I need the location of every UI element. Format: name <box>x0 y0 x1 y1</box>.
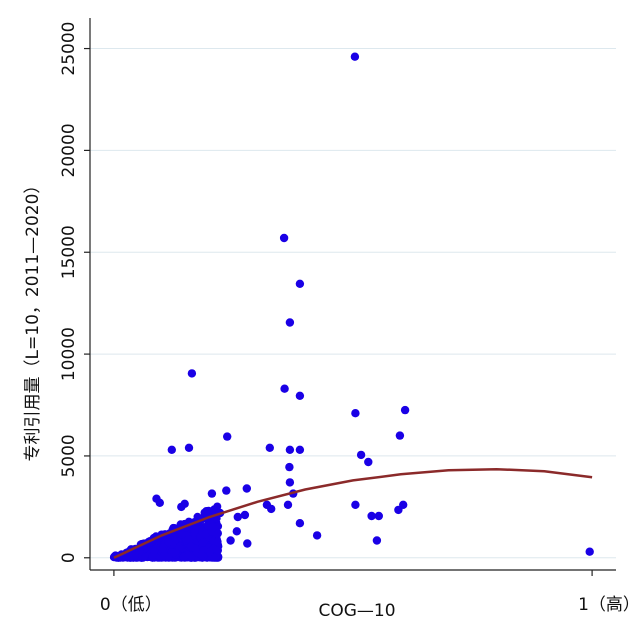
data-point <box>351 409 360 418</box>
data-point <box>295 279 305 288</box>
data-point <box>130 551 139 560</box>
data-point <box>240 510 250 520</box>
data-point <box>585 547 594 556</box>
data-point <box>400 405 410 415</box>
data-point <box>243 539 252 548</box>
data-point <box>184 443 194 452</box>
grid-lines <box>90 48 616 559</box>
y-tick-label: 20000 <box>59 123 79 177</box>
data-point <box>351 500 360 509</box>
data-point <box>209 553 218 562</box>
data-points <box>152 52 594 556</box>
x-tick-label: 1（高） <box>578 595 640 615</box>
data-point <box>285 478 295 487</box>
y-tick-label: 0 <box>59 552 79 563</box>
data-point <box>242 484 251 493</box>
data-point <box>160 551 169 560</box>
data-point <box>208 523 218 532</box>
y-tick-label: 15000 <box>59 225 79 279</box>
data-point <box>177 530 186 539</box>
data-point <box>180 499 189 508</box>
fitted-curve <box>113 467 593 559</box>
data-point <box>395 431 405 440</box>
data-point <box>222 486 231 495</box>
axes <box>89 18 616 571</box>
y-axis-title: 专利引用量（L=10，2011—2020） <box>23 177 43 462</box>
y-tick-label: 25000 <box>59 22 79 76</box>
data-point <box>394 505 403 515</box>
data-point <box>155 498 164 507</box>
y-tick-label: 5000 <box>59 434 79 477</box>
data-point <box>295 519 305 528</box>
data-point <box>164 538 173 547</box>
data-point <box>179 552 188 561</box>
data-point <box>226 536 235 545</box>
data-point <box>223 432 232 441</box>
data-point <box>150 547 159 556</box>
data-point <box>187 369 197 378</box>
data-point <box>372 536 382 545</box>
tick-marks: 0 5000 10000 15000 20000 25000 0（低） 1（高） <box>59 22 640 615</box>
data-point <box>312 531 322 540</box>
data-point <box>295 445 305 454</box>
data-point <box>267 504 276 514</box>
data-point <box>205 547 214 556</box>
data-point <box>193 512 202 521</box>
x-tick-label: 0（低） <box>100 595 162 615</box>
data-point <box>187 542 196 551</box>
data-point <box>279 233 289 243</box>
data-point <box>374 511 383 521</box>
data-point <box>350 52 360 61</box>
data-point <box>233 512 242 522</box>
data-point <box>232 527 241 536</box>
data-point <box>190 525 199 534</box>
data-point <box>283 500 293 509</box>
y-tick-label: 10000 <box>59 327 79 381</box>
data-point <box>280 384 289 393</box>
data-point <box>285 462 294 472</box>
data-point <box>285 445 295 454</box>
data-point <box>184 535 193 544</box>
data-point <box>265 443 274 452</box>
data-point <box>198 538 207 547</box>
data-point <box>204 506 213 516</box>
data-point <box>167 445 176 454</box>
data-point <box>207 489 217 498</box>
data-point <box>285 318 295 327</box>
data-point <box>364 457 373 467</box>
data-point <box>295 391 305 400</box>
data-point <box>213 529 222 538</box>
data-point <box>356 450 366 460</box>
data-point <box>213 537 222 546</box>
data-point <box>367 511 376 521</box>
data-point <box>197 551 206 560</box>
x-axis-title: COG—10 <box>318 601 395 621</box>
